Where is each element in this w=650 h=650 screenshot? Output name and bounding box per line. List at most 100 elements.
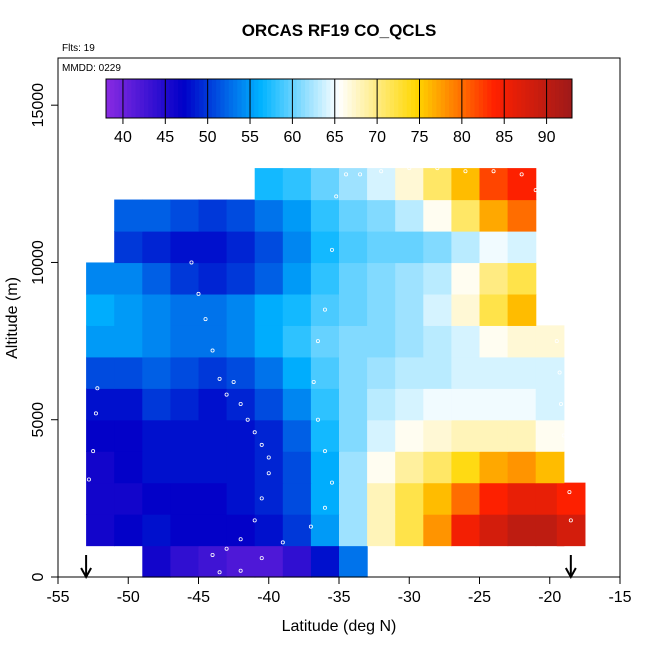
track-point	[379, 169, 384, 174]
track-point	[224, 546, 229, 551]
colorbar-segment	[283, 79, 289, 118]
heatmap-cell	[367, 199, 396, 232]
heatmap-cell	[423, 419, 452, 452]
heatmap-cell	[170, 482, 200, 515]
heatmap-cell	[395, 419, 424, 452]
colorbar-segment	[144, 79, 149, 118]
colorbar-segment	[182, 79, 187, 118]
heatmap-cell	[507, 293, 537, 326]
heatmap-cell	[507, 419, 537, 452]
heatmap-cell	[310, 231, 340, 264]
heatmap-cell	[310, 419, 340, 452]
heatmap-cell	[86, 262, 115, 295]
heatmap-cell	[170, 356, 200, 389]
heatmap-cell	[367, 293, 396, 326]
colorbar-segment	[546, 79, 552, 118]
x-tick-label: -35	[327, 589, 350, 606]
heatmap-cell	[423, 451, 452, 484]
heatmap-cell	[282, 356, 312, 389]
track-point	[245, 417, 250, 422]
heatmap-cell	[367, 325, 396, 358]
colorbar-segment	[211, 79, 217, 118]
colorbar-segment	[483, 79, 488, 118]
heatmap-cell	[254, 545, 284, 578]
heatmap-cell	[395, 231, 424, 264]
heatmap-cell	[142, 293, 171, 326]
colorbar-segment	[110, 79, 115, 118]
colorbar-segment	[478, 79, 484, 118]
heatmap-cell	[535, 388, 565, 421]
y-tick-label: 0	[30, 572, 47, 581]
colorbar-segment	[402, 79, 408, 118]
colorbar-segment	[313, 79, 319, 118]
colorbar-segment	[220, 79, 226, 118]
track-point	[196, 291, 201, 296]
heatmap-cell	[226, 325, 256, 358]
heatmap-cell	[86, 388, 115, 421]
heatmap-cell	[142, 419, 171, 452]
colorbar-segment	[512, 79, 518, 118]
heatmap-cell	[142, 199, 171, 232]
colorbar-segment	[122, 79, 128, 118]
heatmap-cell	[114, 231, 143, 264]
heatmap-cell	[254, 168, 284, 201]
colorbar-segment	[436, 79, 442, 118]
x-tick-label: -40	[257, 589, 280, 606]
colorbar-segment	[254, 79, 260, 118]
colorbar-segment	[169, 79, 175, 118]
colorbar-segment	[161, 79, 166, 118]
track-point	[558, 401, 563, 406]
track-point	[266, 455, 271, 460]
track-point	[315, 417, 320, 422]
track-point	[308, 524, 313, 529]
heatmap-cell	[423, 325, 452, 358]
heatmap-cell	[367, 451, 396, 484]
track-point	[252, 430, 257, 435]
heatmap-cell	[339, 199, 368, 232]
colorbar-segment	[499, 79, 505, 118]
track-point	[91, 449, 96, 454]
track-point	[259, 556, 264, 561]
flights-label: Flts: 19	[62, 43, 95, 54]
colorbar-segment	[233, 79, 238, 118]
track-point	[231, 379, 236, 384]
track-point	[238, 537, 243, 542]
track-point	[266, 471, 271, 476]
heatmap-cell	[507, 168, 537, 201]
heatmap-cell	[395, 356, 424, 389]
heatmap-cell	[451, 293, 481, 326]
heatmap-cell	[198, 388, 228, 421]
colorbar-tick-label: 60	[284, 129, 302, 146]
track-point	[119, 188, 124, 193]
colorbar-tick-label: 70	[368, 129, 386, 146]
heatmap-cell	[367, 356, 396, 389]
colorbar-segment	[216, 79, 221, 118]
heatmap-cell	[479, 356, 509, 389]
heatmap-cell	[310, 325, 340, 358]
colorbar-segment	[525, 79, 531, 118]
heatmap-cell	[254, 482, 284, 515]
heatmap-cell	[170, 231, 200, 264]
track-point	[210, 348, 215, 353]
heatmap-cell	[282, 482, 312, 515]
heatmap-cell	[282, 419, 312, 452]
heatmap-cell	[114, 293, 143, 326]
heatmap-cell	[395, 262, 424, 295]
heatmap-cell	[451, 356, 481, 389]
heatmap-cell	[451, 514, 481, 547]
heatmap-cell	[198, 293, 228, 326]
x-axis: -55 -50 -45 -40 -35 -30 -25 -20 -15	[46, 577, 632, 606]
colorbar-segment	[398, 79, 404, 118]
colorbar-segment	[487, 79, 493, 118]
heatmap-cell	[451, 482, 481, 515]
heatmap-cell	[142, 262, 171, 295]
colorbar-segment	[372, 79, 378, 118]
track-point	[238, 401, 243, 406]
colorbar-segment	[156, 79, 162, 118]
colorbar-segment	[347, 79, 353, 118]
track-point	[217, 570, 222, 575]
x-tick-label: -50	[117, 589, 140, 606]
heatmap-cell	[170, 388, 200, 421]
colorbar-segment	[330, 79, 336, 118]
heatmap-cell	[310, 356, 340, 389]
